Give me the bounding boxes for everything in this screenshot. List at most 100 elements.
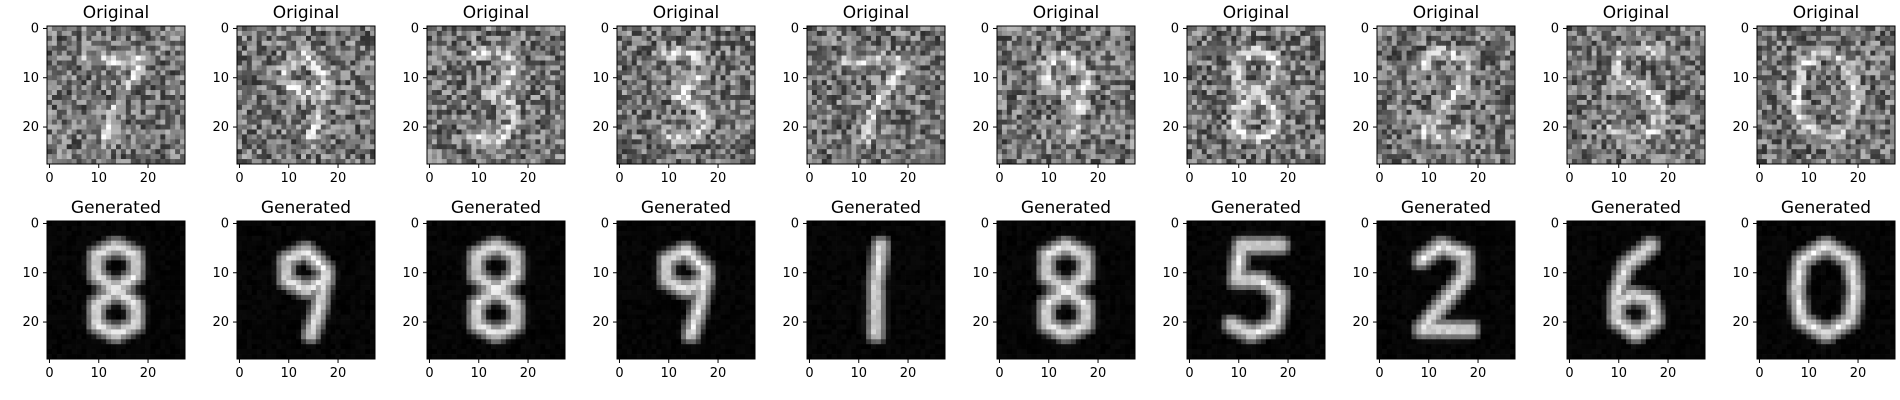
x-tick-label: 20 — [1660, 171, 1677, 186]
y-tick-label: 10 — [212, 71, 229, 86]
axes-frame — [806, 220, 946, 360]
y-tick-label: 0 — [791, 216, 799, 231]
x-tick-label: 20 — [140, 366, 157, 381]
y-tick-label: 10 — [782, 71, 799, 86]
digit-image — [997, 221, 1136, 360]
x-tick-label: 20 — [140, 171, 157, 186]
y-tick-label: 20 — [212, 120, 229, 135]
y-tick-label: 20 — [1732, 120, 1749, 135]
x-tick-label: 10 — [1800, 171, 1817, 186]
x-tick-label: 0 — [235, 171, 243, 186]
original-panel: Original 0 0 10 10 20 20 — [1352, 3, 1516, 186]
axes-frame — [1566, 220, 1706, 360]
x-tick-label: 0 — [1565, 366, 1573, 381]
digit-image — [427, 221, 566, 360]
y-tick-label: 10 — [972, 71, 989, 86]
x-tick-label: 10 — [470, 171, 487, 186]
x-tick-label: 20 — [900, 366, 917, 381]
y-tick-label: 20 — [402, 315, 419, 330]
x-tick-label: 20 — [1470, 366, 1487, 381]
x-tick-label: 0 — [45, 366, 53, 381]
x-tick-label: 0 — [235, 366, 243, 381]
digit-image — [1757, 26, 1896, 165]
generated-panel: Generated 0 0 10 10 20 20 — [212, 198, 376, 381]
x-tick-label: 0 — [1565, 171, 1573, 186]
x-tick-label: 10 — [1610, 171, 1627, 186]
panel-title: Generated — [831, 198, 921, 218]
y-tick-label: 20 — [782, 120, 799, 135]
axes-frame — [616, 220, 756, 360]
y-tick-label: 0 — [601, 21, 609, 36]
panel-title: Original — [1413, 3, 1480, 23]
digit-image — [1187, 221, 1326, 360]
x-tick-label: 0 — [805, 366, 813, 381]
x-tick-label: 0 — [425, 171, 433, 186]
panel-title: Generated — [71, 198, 161, 218]
y-tick-label: 0 — [791, 21, 799, 36]
y-tick-label: 10 — [22, 71, 39, 86]
x-tick-label: 0 — [1375, 366, 1383, 381]
x-tick-label: 10 — [90, 366, 107, 381]
axes-frame — [1756, 25, 1896, 165]
generated-panel: Generated 0 0 10 10 20 20 — [402, 198, 566, 381]
panel-title: Generated — [451, 198, 541, 218]
digit-image — [807, 221, 946, 360]
axes-frame — [1376, 25, 1516, 165]
x-tick-label: 0 — [1375, 171, 1383, 186]
y-tick-label: 10 — [1542, 266, 1559, 281]
x-tick-label: 10 — [660, 171, 677, 186]
x-tick-label: 0 — [1185, 171, 1193, 186]
x-tick-label: 10 — [1420, 171, 1437, 186]
x-tick-label: 0 — [425, 366, 433, 381]
panel-title: Generated — [1591, 198, 1681, 218]
x-tick-label: 20 — [520, 171, 537, 186]
y-tick-label: 0 — [221, 216, 229, 231]
y-tick-label: 20 — [972, 315, 989, 330]
panel-title: Generated — [1781, 198, 1871, 218]
y-tick-label: 0 — [1741, 21, 1749, 36]
y-tick-label: 20 — [592, 315, 609, 330]
y-tick-label: 10 — [972, 266, 989, 281]
x-tick-label: 0 — [615, 171, 623, 186]
axes-frame — [1756, 220, 1896, 360]
y-tick-label: 20 — [1542, 315, 1559, 330]
original-panel: Original 0 0 10 10 20 20 — [1732, 3, 1896, 186]
y-tick-label: 0 — [221, 21, 229, 36]
y-tick-label: 10 — [592, 266, 609, 281]
panel-title: Original — [83, 3, 150, 23]
y-tick-label: 10 — [1542, 71, 1559, 86]
panel-title: Generated — [1211, 198, 1301, 218]
y-tick-label: 10 — [782, 266, 799, 281]
y-tick-label: 20 — [1352, 120, 1369, 135]
digit-image — [997, 26, 1136, 165]
y-tick-label: 10 — [1352, 71, 1369, 86]
digit-image — [237, 221, 376, 360]
panel-title: Generated — [1401, 198, 1491, 218]
x-tick-label: 0 — [805, 171, 813, 186]
digit-image — [1377, 26, 1516, 165]
x-tick-label: 20 — [1280, 366, 1297, 381]
x-tick-label: 0 — [45, 171, 53, 186]
generated-panel: Generated 0 0 10 10 20 20 — [1542, 198, 1706, 381]
x-tick-label: 20 — [900, 171, 917, 186]
y-tick-label: 0 — [1361, 216, 1369, 231]
y-tick-label: 10 — [22, 266, 39, 281]
y-tick-label: 0 — [1551, 21, 1559, 36]
x-tick-label: 20 — [1280, 171, 1297, 186]
y-tick-label: 20 — [22, 120, 39, 135]
y-tick-label: 0 — [1171, 21, 1179, 36]
x-tick-label: 10 — [90, 171, 107, 186]
axes-frame — [996, 220, 1136, 360]
x-tick-label: 0 — [615, 366, 623, 381]
x-tick-label: 20 — [1090, 366, 1107, 381]
x-tick-label: 20 — [1090, 171, 1107, 186]
axes-frame — [1566, 25, 1706, 165]
axes-frame — [46, 25, 186, 165]
digit-image — [617, 26, 756, 165]
x-tick-label: 20 — [710, 366, 727, 381]
digit-image — [427, 26, 566, 165]
panel-title: Generated — [1021, 198, 1111, 218]
x-tick-label: 10 — [1800, 366, 1817, 381]
x-tick-label: 0 — [1185, 366, 1193, 381]
axes-frame — [806, 25, 946, 165]
